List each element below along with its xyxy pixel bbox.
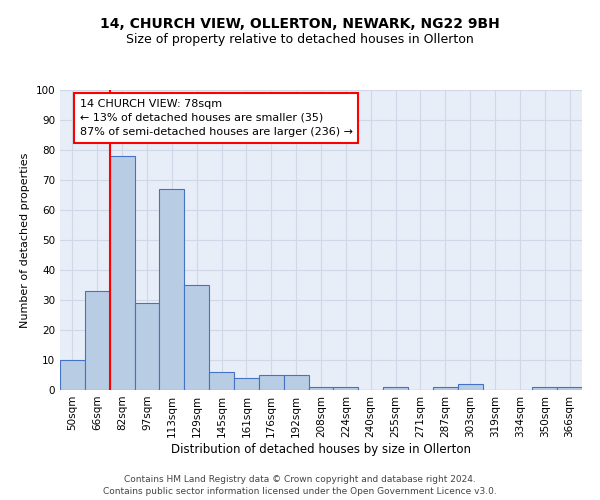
Bar <box>110 156 134 390</box>
Text: 14 CHURCH VIEW: 78sqm
← 13% of detached houses are smaller (35)
87% of semi-deta: 14 CHURCH VIEW: 78sqm ← 13% of detached … <box>80 99 353 137</box>
Bar <box>334 387 358 390</box>
Text: 14, CHURCH VIEW, OLLERTON, NEWARK, NG22 9BH: 14, CHURCH VIEW, OLLERTON, NEWARK, NG22 … <box>100 18 500 32</box>
Bar <box>458 384 482 390</box>
Bar <box>184 285 209 390</box>
Text: Contains public sector information licensed under the Open Government Licence v3: Contains public sector information licen… <box>103 486 497 496</box>
Bar <box>85 291 110 390</box>
Bar <box>383 387 408 390</box>
Bar <box>308 387 334 390</box>
Text: Contains HM Land Registry data © Crown copyright and database right 2024.: Contains HM Land Registry data © Crown c… <box>124 476 476 484</box>
Bar <box>557 387 582 390</box>
Bar <box>259 375 284 390</box>
Text: Size of property relative to detached houses in Ollerton: Size of property relative to detached ho… <box>126 32 474 46</box>
Bar <box>209 372 234 390</box>
Bar <box>60 360 85 390</box>
Bar <box>134 303 160 390</box>
Bar <box>160 189 184 390</box>
Bar <box>433 387 458 390</box>
Bar <box>234 378 259 390</box>
Bar <box>284 375 308 390</box>
X-axis label: Distribution of detached houses by size in Ollerton: Distribution of detached houses by size … <box>171 442 471 456</box>
Y-axis label: Number of detached properties: Number of detached properties <box>20 152 30 328</box>
Bar <box>532 387 557 390</box>
